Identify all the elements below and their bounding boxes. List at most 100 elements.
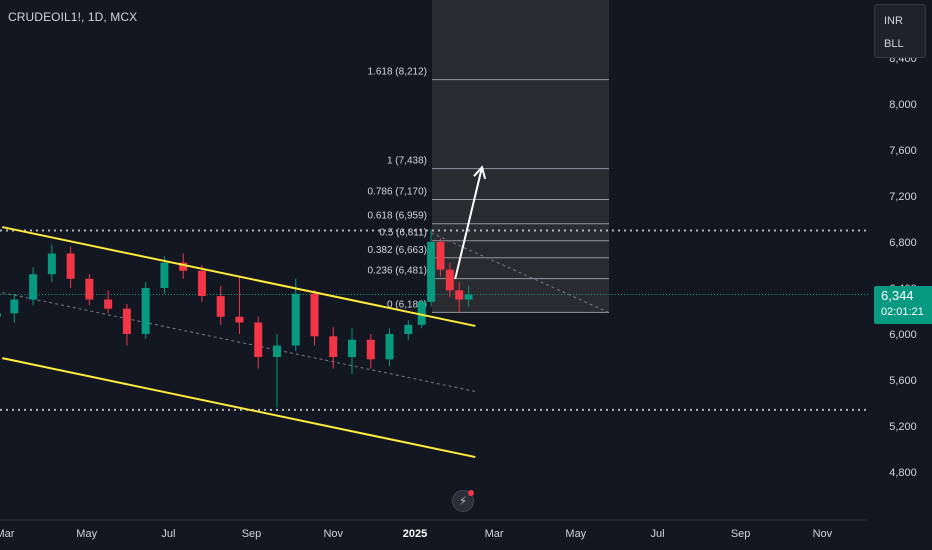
candle-body — [417, 301, 426, 325]
candle — [445, 262, 454, 298]
candle — [254, 316, 263, 369]
candle — [235, 276, 244, 334]
candle-body — [47, 253, 56, 275]
candle — [216, 285, 225, 325]
last-price-badge: 6,344 02:01:21 — [874, 286, 932, 324]
candle — [385, 328, 394, 367]
candle-body — [160, 262, 169, 288]
x-tick-label: Mar — [0, 528, 15, 540]
candle-body — [291, 293, 300, 346]
candle-body — [235, 316, 244, 323]
currency-unit-menu[interactable]: INR BLL — [874, 4, 926, 58]
fib-level-label: 0.5 (6,811) — [379, 228, 427, 239]
candle — [122, 304, 131, 346]
projection-arrow — [454, 167, 483, 280]
candle — [436, 238, 445, 277]
candle — [179, 253, 188, 279]
candle — [197, 265, 206, 302]
x-tick-label: Nov — [323, 528, 343, 540]
notification-dot — [468, 490, 474, 496]
candle-body — [455, 290, 464, 300]
currency-label[interactable]: INR — [884, 15, 903, 27]
y-tick-label: 8,000 — [889, 99, 917, 111]
candle — [427, 229, 436, 307]
candle-body — [216, 296, 225, 317]
price-axis-panel — [868, 0, 932, 550]
candle — [141, 282, 150, 339]
candle — [329, 327, 338, 369]
projection-arrow-head — [473, 165, 487, 180]
trend-extension-line — [430, 232, 609, 313]
candle-body — [254, 322, 263, 357]
x-tick-label: Mar — [485, 528, 504, 540]
candle-body — [385, 334, 394, 360]
symbol-title[interactable]: CRUDEOIL1!, 1D, MCX — [8, 10, 138, 24]
candle — [66, 246, 75, 288]
y-tick-label: 5,600 — [889, 375, 917, 387]
candle — [10, 293, 19, 323]
fib-level-label: 0.236 (6,481) — [368, 266, 428, 277]
candle — [404, 320, 413, 340]
candle — [272, 334, 281, 408]
candle-body — [10, 299, 19, 314]
x-tick-label: May — [76, 528, 97, 540]
x-tick-label: Jul — [161, 528, 175, 540]
y-tick-label: 7,200 — [889, 191, 917, 203]
y-tick-label: 7,600 — [889, 145, 917, 157]
candle — [0, 313, 1, 317]
candle-body — [404, 324, 413, 334]
candle — [29, 267, 38, 306]
candle-body — [427, 242, 436, 302]
channel-lower-line — [2, 357, 476, 459]
fib-level-label: 0.786 (7,170) — [368, 186, 428, 197]
candle-body — [329, 336, 338, 357]
candle-body — [85, 278, 94, 300]
candle-body — [464, 294, 473, 300]
candle-body — [197, 270, 206, 297]
last-price: 6,344 — [881, 288, 914, 303]
candle — [291, 278, 300, 352]
fib-level-label: 0 (6,188) — [387, 299, 427, 310]
candle-body — [348, 339, 357, 357]
candle — [310, 290, 319, 346]
x-tick-label: Sep — [731, 528, 751, 540]
fib-level-label: 1 (7,438) — [387, 156, 427, 167]
candle-body — [29, 274, 38, 300]
candle — [464, 285, 473, 307]
x-tick-label: May — [565, 528, 586, 540]
candle-body — [366, 339, 375, 360]
fib-level-label: 0.618 (6,959) — [368, 211, 428, 222]
candle-body — [66, 253, 75, 279]
candle — [160, 255, 169, 294]
candle-body — [0, 313, 1, 317]
fib-zone-background — [432, 0, 609, 313]
candle-body — [122, 308, 131, 334]
x-tick-label: Nov — [813, 528, 833, 540]
x-tick-label: Sep — [242, 528, 262, 540]
y-tick-label: 4,800 — [889, 467, 917, 479]
candle-body — [272, 345, 281, 357]
candle-body — [310, 293, 319, 337]
candle — [47, 244, 56, 283]
fib-level-label: 1.618 (8,212) — [368, 67, 428, 78]
candle — [348, 328, 357, 375]
fib-level-label: 0.382 (6,663) — [368, 245, 428, 256]
x-tick-label: 2025 — [403, 528, 427, 540]
candle — [455, 282, 464, 313]
bar-countdown: 02:01:21 — [881, 306, 924, 318]
channel-upper-line — [2, 226, 476, 327]
y-tick-label: 5,200 — [889, 421, 917, 433]
candle — [104, 290, 113, 314]
candle-body — [179, 262, 188, 271]
y-tick-label: 6,000 — [889, 329, 917, 341]
candle — [85, 274, 94, 306]
unit-label[interactable]: BLL — [884, 38, 904, 50]
candle-body — [436, 242, 445, 270]
candle-body — [141, 288, 150, 334]
lightning-bolt-icon[interactable]: ⚡ — [452, 490, 474, 512]
candle — [366, 334, 375, 369]
y-tick-label: 6,800 — [889, 237, 917, 249]
candle-body — [445, 269, 454, 291]
channel-midline — [2, 292, 476, 392]
